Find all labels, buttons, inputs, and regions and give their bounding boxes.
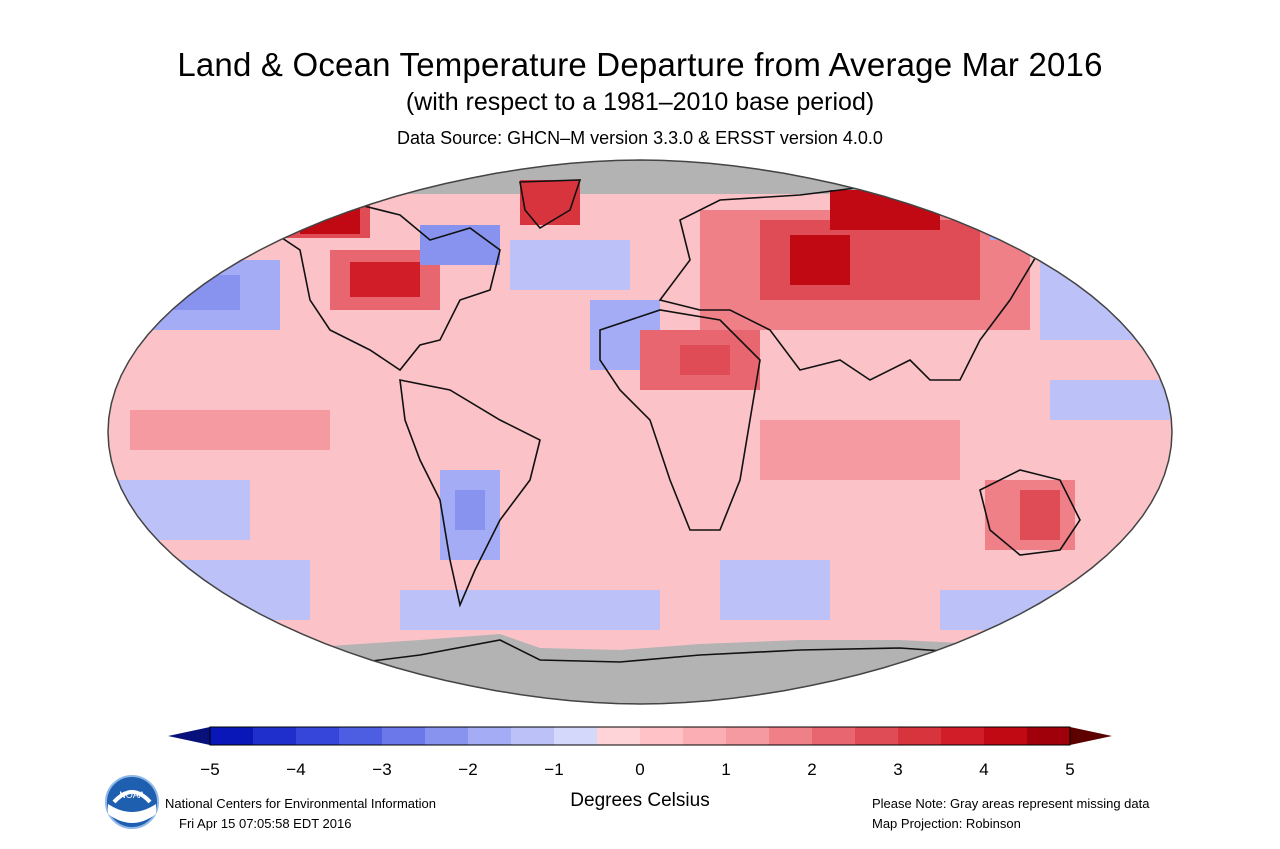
colorbar-tick-label: 3 bbox=[893, 760, 903, 779]
colorbar-tick-label: −3 bbox=[372, 760, 392, 779]
svg-text:NOAA: NOAA bbox=[119, 790, 145, 800]
colorbar-cell bbox=[554, 727, 598, 745]
colorbar-cell bbox=[253, 727, 297, 745]
colorbar-cell bbox=[511, 727, 555, 745]
map-subtitle: (with respect to a 1981–2010 base period… bbox=[405, 88, 875, 116]
footer-left: National Centers for Environmental Infor… bbox=[165, 794, 436, 834]
colorbar-cell bbox=[425, 727, 469, 745]
colorbar-tick-label: −2 bbox=[458, 760, 478, 779]
colorbar-tick-label: 1 bbox=[721, 760, 731, 779]
colorbar-tick-label: 2 bbox=[807, 760, 817, 779]
colorbar-below-arrow bbox=[168, 727, 210, 745]
colorbar-tick-label: −4 bbox=[286, 760, 306, 779]
colorbar-cell bbox=[1027, 727, 1071, 745]
colorbar-cell bbox=[898, 727, 942, 745]
colorbar-cell bbox=[726, 727, 770, 745]
missing-data-note: Please Note: Gray areas represent missin… bbox=[872, 796, 1150, 811]
colorbar-frame bbox=[209, 726, 1071, 746]
colorbar-cell bbox=[941, 727, 985, 745]
footer-right: Please Note: Gray areas represent missin… bbox=[872, 794, 1149, 834]
map-title: Land & Ocean Temperature Departure from … bbox=[177, 46, 1103, 83]
colorbar-cell bbox=[812, 727, 856, 745]
colorbar-tick-label: 5 bbox=[1065, 760, 1075, 779]
data-source: Data Source: GHCN–M version 3.3.0 & ERSS… bbox=[397, 128, 883, 148]
colorbar-cell bbox=[382, 727, 426, 745]
colorbar-cell bbox=[640, 727, 684, 745]
timestamp: Fri Apr 15 07:05:58 EDT 2016 bbox=[179, 816, 352, 831]
colorbar-cell bbox=[855, 727, 899, 745]
colorbar-tick-label: −5 bbox=[200, 760, 220, 779]
colorbar-cell bbox=[683, 727, 727, 745]
globe-outline bbox=[107, 159, 1173, 705]
colorbar-tick-label: 0 bbox=[635, 760, 645, 779]
colorbar-cell bbox=[597, 727, 641, 745]
colorbar-tick-label: 4 bbox=[979, 760, 989, 779]
legend-units: Degrees Celsius bbox=[570, 790, 710, 811]
colorbar-cell bbox=[210, 727, 254, 745]
colorbar-cell bbox=[769, 727, 813, 745]
colorbar-cell bbox=[984, 727, 1028, 745]
colorbar-cell bbox=[296, 727, 340, 745]
colorbar-cell bbox=[339, 727, 383, 745]
colorbar-tick-label: −1 bbox=[544, 760, 564, 779]
org-name: National Centers for Environmental Infor… bbox=[165, 796, 436, 811]
colorbar-cells bbox=[210, 727, 1071, 745]
colorbar-cell bbox=[468, 727, 512, 745]
anomaly-patches bbox=[110, 180, 1170, 630]
noaa-logo: NOAA bbox=[105, 775, 159, 829]
colorbar-above-arrow bbox=[1070, 727, 1112, 745]
projection-note: Map Projection: Robinson bbox=[872, 816, 1021, 831]
